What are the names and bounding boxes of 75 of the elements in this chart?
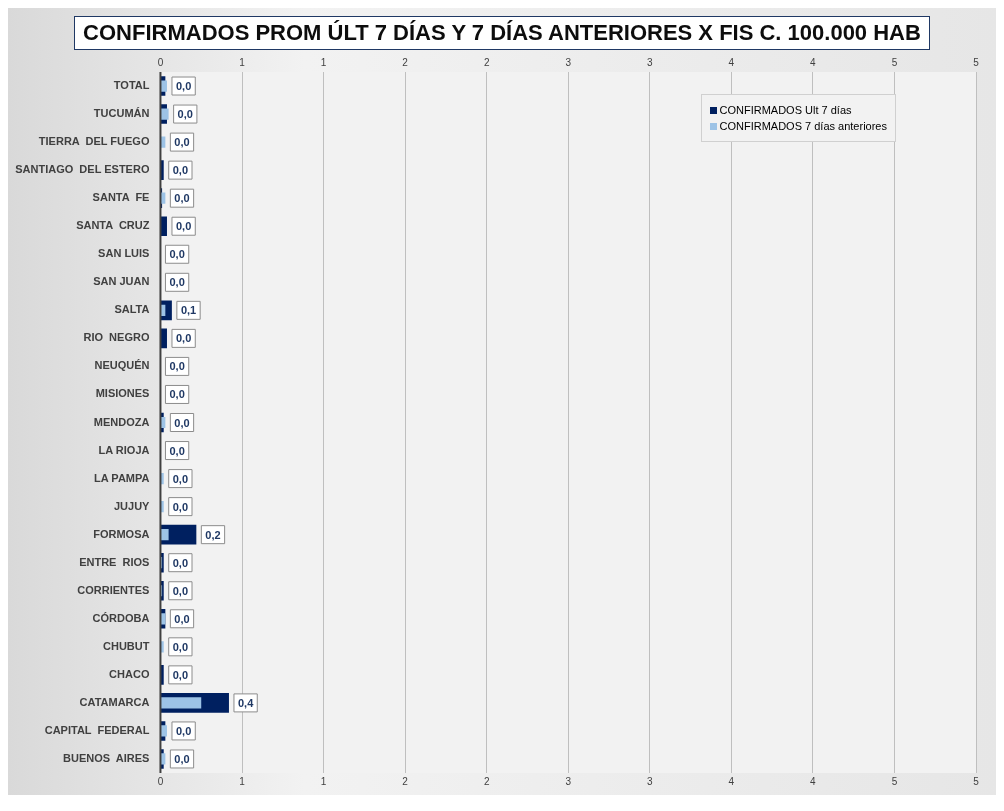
data-label: 0,1 xyxy=(180,304,197,317)
y-tick-label: SAN LUIS xyxy=(98,247,150,260)
data-label: 0,0 xyxy=(172,164,189,177)
data-label: 0,0 xyxy=(174,416,190,429)
data-label: 0,4 xyxy=(237,696,255,709)
x-tick-label: 3 xyxy=(565,56,572,68)
x2-tick-label: 2 xyxy=(402,775,409,787)
y-tick-label: TUCUMÁN xyxy=(93,107,150,120)
data-label: 0,0 xyxy=(172,500,189,513)
y-tick-label: JUJUY xyxy=(113,499,151,512)
y-tick-label: SALTA xyxy=(114,303,150,316)
data-label: 0,0 xyxy=(169,388,185,401)
data-label: 0,0 xyxy=(175,220,192,233)
x-tick-label: 2 xyxy=(402,56,409,68)
data-label: 0,0 xyxy=(169,360,185,373)
data-label: 0,0 xyxy=(175,332,192,345)
y-tick-label: MENDOZA xyxy=(93,415,150,428)
y-tick-label: LA PAMPA xyxy=(94,471,150,484)
data-label: 0,0 xyxy=(172,640,189,653)
y-tick-label: BUENOS AIRES xyxy=(63,752,150,765)
y-tick-label: LA RIOJA xyxy=(98,443,150,456)
data-label: 0,0 xyxy=(172,584,189,597)
data-label: 0,2 xyxy=(205,528,221,541)
data-label: 0,0 xyxy=(175,80,192,93)
x-tick-label: 5 xyxy=(973,56,980,68)
y-tick-label: CÓRDOBA xyxy=(92,611,150,624)
y-tick-label: FORMOSA xyxy=(93,527,150,540)
x2-tick-label: 3 xyxy=(647,775,653,787)
x-tick-label: 4 xyxy=(810,56,817,68)
x-tick-label: 1 xyxy=(320,56,327,68)
x2-tick-label: 4 xyxy=(810,775,817,787)
legend-label: CONFIRMADOS Ult 7 días xyxy=(719,104,852,116)
y-tick-label: TOTAL xyxy=(113,79,150,92)
y-tick-label: CAPITAL FEDERAL xyxy=(44,723,150,736)
data-label: 0,0 xyxy=(177,108,193,121)
y-tick-label: MISIONES xyxy=(95,387,150,400)
y-tick-label: CHUBUT xyxy=(103,639,150,652)
y-tick-label: SAN JUAN xyxy=(93,275,150,288)
data-label: 0,0 xyxy=(169,248,185,261)
data-label: 0,0 xyxy=(174,753,190,766)
y-tick-label: CHACO xyxy=(109,667,150,680)
x2-tick-label: 2 xyxy=(483,775,490,787)
x2-tick-label: 1 xyxy=(320,775,327,787)
y-tick-label: SANTA CRUZ xyxy=(76,219,150,232)
y-tick-label: NEUQUÉN xyxy=(94,359,150,372)
data-label: 0,0 xyxy=(174,192,190,205)
legend-label: CONFIRMADOS 7 días anteriores xyxy=(719,120,887,132)
y-tick-label: CATAMARCA xyxy=(79,695,150,708)
chart-title: CONFIRMADOS PROM ÚLT 7 DÍAS Y 7 DÍAS ANTERIORES X FIS C. 100.000 HAB xyxy=(74,16,930,50)
x-tick-label: 2 xyxy=(483,56,490,68)
x-tick-label: 0 xyxy=(157,56,164,68)
y-tick-label: RIO NEGRO xyxy=(83,331,150,344)
x2-tick-label: 0 xyxy=(157,775,164,787)
data-label: 0,0 xyxy=(172,472,189,485)
x-tick-label: 4 xyxy=(728,56,735,68)
x2-tick-label: 1 xyxy=(239,775,246,787)
data-label: 0,0 xyxy=(174,136,190,149)
data-label: 0,0 xyxy=(172,668,189,681)
y-tick-label: ENTRE RIOS xyxy=(79,555,150,568)
x2-tick-label: 5 xyxy=(973,775,980,787)
x2-tick-label: 4 xyxy=(728,775,735,787)
data-label: 0,0 xyxy=(175,724,192,737)
y-tick-label: SANTA FE xyxy=(92,191,150,204)
x-tick-label: 3 xyxy=(647,56,653,68)
y-tick-label: SANTIAGO DEL ESTERO xyxy=(15,163,150,176)
y-tick-label: CORRIENTES xyxy=(77,583,150,596)
data-label: 0,0 xyxy=(174,612,190,625)
data-label: 0,0 xyxy=(169,276,185,289)
x-tick-label: 1 xyxy=(239,56,246,68)
x-tick-label: 5 xyxy=(891,56,898,68)
x2-tick-label: 5 xyxy=(891,775,898,787)
x2-tick-label: 3 xyxy=(565,775,572,787)
data-label: 0,0 xyxy=(172,556,189,569)
data-label: 0,0 xyxy=(169,444,185,457)
y-tick-label: TIERRA DEL FUEGO xyxy=(38,135,150,148)
